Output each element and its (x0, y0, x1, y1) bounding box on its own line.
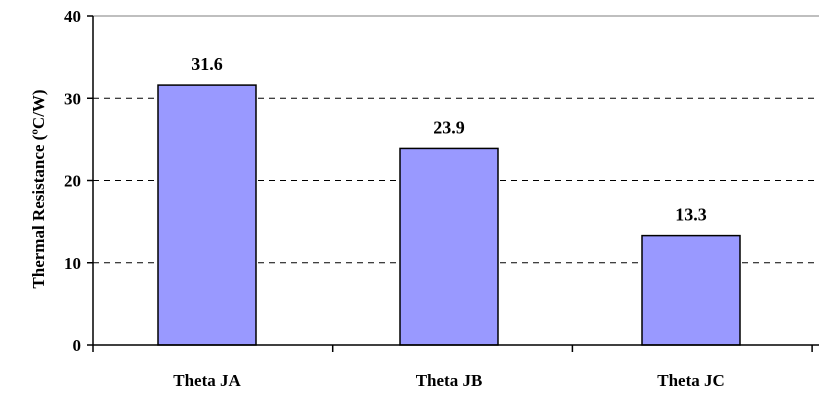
x-tick-label: Theta JA (173, 371, 241, 390)
bar-theta-jc (641, 234, 741, 346)
data-label: 23.9 (433, 117, 465, 137)
data-label: 13.3 (675, 205, 707, 225)
y-tick-label: 30 (64, 89, 81, 108)
y-axis-title: Thermal Resistance (ºC/W) (29, 89, 48, 288)
bar-theta-jb (399, 147, 499, 346)
y-tick-label: 40 (64, 7, 81, 26)
y-tick-label: 20 (64, 172, 81, 191)
y-tick-label: 0 (73, 336, 82, 355)
axes (87, 15, 819, 352)
labels: 31.6 Theta JA 23.9 Theta JB 13.3 Theta JC 0 10 2… (64, 7, 725, 390)
data-label: 31.6 (191, 54, 223, 74)
x-tick-label: Theta JC (657, 371, 725, 390)
bar-theta-ja (157, 84, 257, 346)
y-tick-label: 10 (64, 254, 81, 273)
x-tick-label: Theta JB (416, 371, 483, 390)
